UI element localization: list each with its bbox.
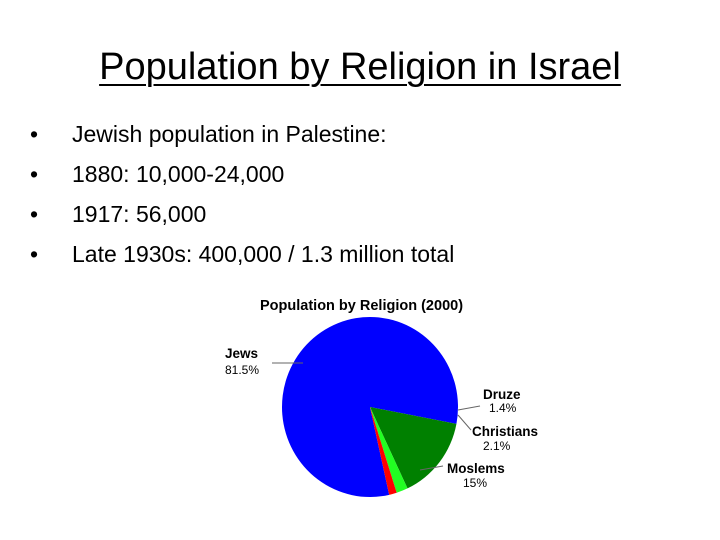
bullet-dot-icon: • bbox=[30, 121, 39, 147]
slice-value-moslems: 15% bbox=[463, 476, 487, 490]
bullet-list: • Jewish population in Palestine: • 1880: … bbox=[30, 114, 454, 274]
bullet-dot-icon: • bbox=[30, 241, 39, 267]
bullet-text: 1917: 56,000 bbox=[72, 201, 207, 227]
pie-chart-svg: Population by Religion (2000) Jews 81.5% D… bbox=[225, 298, 538, 497]
chart-title: Population by Religion (2000) bbox=[260, 298, 463, 314]
pie-slices bbox=[281, 316, 458, 497]
pie-slice-moslems bbox=[370, 407, 457, 489]
leader-line-christians bbox=[457, 414, 472, 431]
bullet-item: • Jewish population in Palestine: bbox=[30, 114, 454, 154]
slide-title: Population by Religion in Israel bbox=[0, 44, 720, 90]
pie-slice-jews bbox=[281, 316, 458, 497]
leader-lines bbox=[272, 362, 481, 471]
pie-slice-druze bbox=[370, 407, 397, 495]
slice-label-christians: Christians bbox=[472, 424, 538, 439]
pie-slice-christians bbox=[370, 407, 408, 493]
slice-value-jews: 81.5% bbox=[225, 363, 259, 377]
slice-label-moslems: Moslems bbox=[447, 461, 505, 476]
bullet-dot-icon: • bbox=[30, 161, 39, 187]
slice-label-druze: Druze bbox=[483, 387, 521, 402]
bullet-item: • 1880: 10,000-24,000 bbox=[30, 154, 454, 194]
leader-line-druze bbox=[457, 405, 481, 411]
slice-value-druze: 1.4% bbox=[489, 401, 517, 415]
bullet-item: • Late 1930s: 400,000 / 1.3 million total bbox=[30, 234, 454, 274]
bullet-dot-icon: • bbox=[30, 201, 39, 227]
bullet-text: 1880: 10,000-24,000 bbox=[72, 161, 285, 187]
bullet-item: • 1917: 56,000 bbox=[30, 194, 454, 234]
slide-title-text: Population by Religion in Israel bbox=[99, 46, 621, 88]
slice-label-jews: Jews bbox=[225, 346, 258, 361]
leader-line-moslems bbox=[419, 465, 444, 471]
bullet-text: Late 1930s: 400,000 / 1.3 million total bbox=[72, 241, 455, 267]
bullet-text: Jewish population in Palestine: bbox=[72, 121, 387, 147]
slice-value-christians: 2.1% bbox=[483, 439, 511, 453]
pie-chart: Population by Religion (2000) Jews 81.5% D… bbox=[215, 288, 555, 498]
